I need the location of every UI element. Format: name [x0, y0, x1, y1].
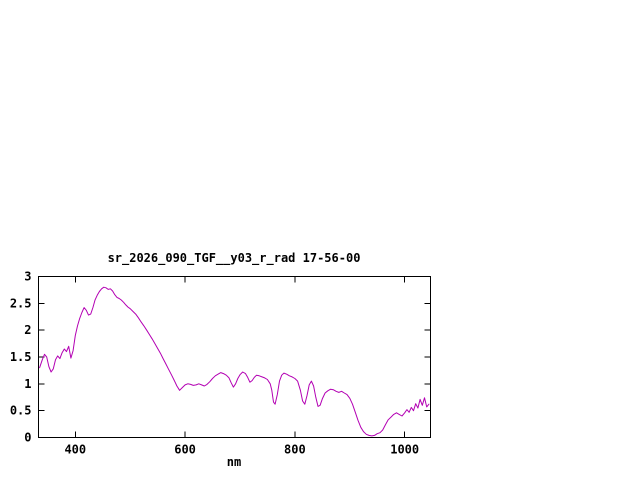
- y-tick-label: 2.5: [10, 296, 32, 310]
- x-tick-label: 1000: [390, 443, 419, 457]
- x-tick-label: 600: [174, 443, 196, 457]
- spectrum-line: [39, 286, 430, 437]
- y-tick-label: 0.5: [10, 404, 32, 418]
- plot-border: [38, 276, 431, 438]
- x-axis-label: nm: [227, 455, 241, 469]
- y-tick-label: 0: [24, 431, 31, 445]
- x-tick-label: 800: [284, 443, 306, 457]
- plot-frame: 0 0.5 1 1.5 2 2.5 3 400 600 800 1000: [10, 270, 431, 457]
- y-tick-label: 1: [24, 377, 31, 391]
- data-series: [39, 286, 430, 437]
- x-tick-label: 400: [64, 443, 86, 457]
- y-tick-label: 1.5: [10, 350, 32, 364]
- y-tick-label: 3: [24, 270, 31, 284]
- y-tick-label: 2: [24, 323, 31, 337]
- chart-title: sr_2026_090_TGF__y03_r_rad 17-56-00: [108, 251, 361, 266]
